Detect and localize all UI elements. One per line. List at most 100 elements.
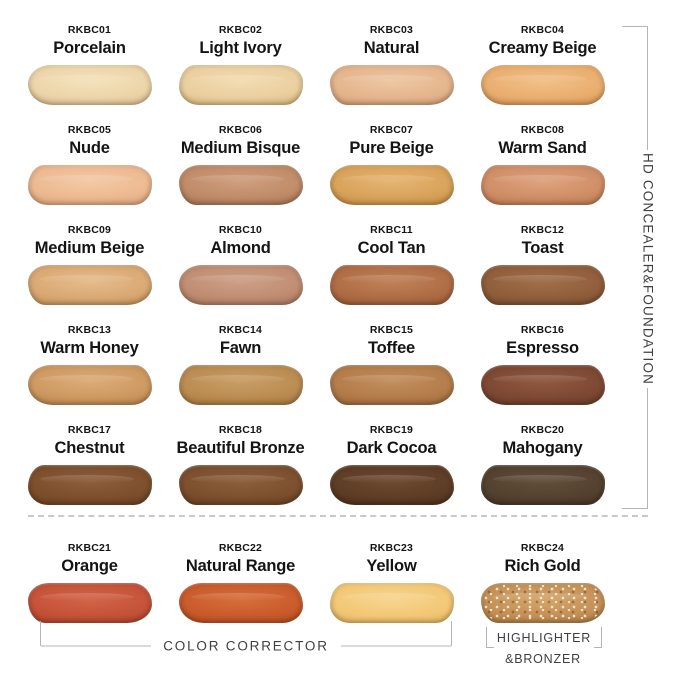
shade-cell: RKBC06 Medium Bisque: [165, 116, 316, 216]
shade-swatch: [480, 264, 605, 305]
shade-code: RKBC20: [520, 424, 565, 436]
group-label-highlighter: HIGHLIGHTER: [496, 630, 592, 645]
shade-name: Dark Cocoa: [346, 438, 437, 457]
shade-name: Creamy Beige: [488, 38, 597, 57]
shade-cell: RKBC11 Cool Tan: [316, 216, 467, 316]
shade-name: Mahogany: [502, 438, 583, 457]
shade-code: RKBC08: [520, 124, 565, 136]
shade-name: Yellow: [366, 556, 417, 575]
shade-code: RKBC23: [369, 542, 414, 554]
shade-code: RKBC18: [218, 424, 263, 436]
shade-swatch: [27, 364, 152, 405]
shade-swatch: [329, 464, 454, 505]
shade-cell: RKBC13 Warm Honey: [14, 316, 165, 416]
shade-name: Toast: [521, 238, 564, 257]
shade-code: RKBC15: [369, 324, 414, 336]
shade-code: RKBC22: [218, 542, 263, 554]
shade-name: Cool Tan: [357, 238, 426, 257]
right-bracket-top-tick: [622, 26, 648, 27]
shade-code: RKBC13: [67, 324, 112, 336]
group-label-color-corrector: COLOR CORRECTOR: [163, 638, 329, 654]
shade-code: RKBC17: [67, 424, 112, 436]
shade-swatch: [480, 582, 605, 623]
dashed-divider: [28, 515, 648, 517]
shade-swatch: [480, 464, 605, 505]
shade-cell: RKBC22 Natural Range: [165, 516, 316, 623]
shade-name: Orange: [61, 556, 118, 575]
shade-cell: RKBC03 Natural: [316, 16, 467, 116]
shade-name: Porcelain: [53, 38, 126, 57]
shade-name: Almond: [210, 238, 271, 257]
shade-name: Natural: [363, 38, 420, 57]
shade-swatch: [480, 164, 605, 205]
shade-code: RKBC03: [369, 24, 414, 36]
shade-cell: RKBC20 Mahogany: [467, 416, 618, 516]
shade-cell: RKBC01 Porcelain: [14, 16, 165, 116]
shade-code: RKBC06: [218, 124, 263, 136]
shade-swatch: [27, 164, 152, 205]
shade-code: RKBC05: [67, 124, 112, 136]
shade-name: Espresso: [506, 338, 579, 357]
group-label-concealer-foundation: HD CONCEALER&FOUNDATION: [640, 152, 656, 386]
shade-code: RKBC02: [218, 24, 263, 36]
shade-code: RKBC12: [520, 224, 565, 236]
shade-cell: RKBC04 Creamy Beige: [467, 16, 618, 116]
shade-cell: RKBC14 Fawn: [165, 316, 316, 416]
shade-code: RKBC04: [520, 24, 565, 36]
shade-name: Fawn: [219, 338, 262, 357]
shade-swatch: [329, 264, 454, 305]
shade-swatch: [27, 64, 152, 105]
shade-name: Medium Bisque: [180, 138, 301, 157]
shade-name: Chestnut: [54, 438, 125, 457]
shade-name: Pure Beige: [349, 138, 434, 157]
shade-cell: RKBC19 Dark Cocoa: [316, 416, 467, 516]
shade-cell: RKBC21 Orange: [14, 516, 165, 623]
shade-code: RKBC21: [67, 542, 112, 554]
shade-swatch: [329, 364, 454, 405]
shade-cell: RKBC23 Yellow: [316, 516, 467, 623]
shade-code: RKBC09: [67, 224, 112, 236]
shade-swatch: [329, 64, 454, 105]
shade-cell: RKBC05 Nude: [14, 116, 165, 216]
shade-cell: RKBC10 Almond: [165, 216, 316, 316]
shade-code: RKBC10: [218, 224, 263, 236]
right-bracket-bottom-tick: [622, 508, 648, 509]
shade-grid: RKBC01 Porcelain RKBC02 Light Ivory RKBC…: [14, 16, 618, 623]
color-corrector-bracket-line: COLOR CORRECTOR: [41, 638, 452, 654]
bracket-line-left: [41, 645, 152, 647]
shade-swatch: [178, 582, 303, 623]
shade-swatch: [480, 64, 605, 105]
shade-cell: RKBC17 Chestnut: [14, 416, 165, 516]
shade-swatch: [27, 464, 152, 505]
shade-name: Rich Gold: [504, 556, 581, 575]
shade-cell: RKBC08 Warm Sand: [467, 116, 618, 216]
shade-swatch: [480, 364, 605, 405]
shade-swatch: [178, 64, 303, 105]
shade-cell: RKBC12 Toast: [467, 216, 618, 316]
shade-code: RKBC19: [369, 424, 414, 436]
shade-swatch: [178, 264, 303, 305]
highlighter-bronzer-bracket: HIGHLIGHTER: [486, 627, 602, 648]
shade-code: RKBC24: [520, 542, 565, 554]
shade-code: RKBC14: [218, 324, 263, 336]
shade-name: Warm Honey: [40, 338, 139, 357]
bracket-line-right: [340, 645, 452, 647]
shade-swatch: [27, 582, 152, 623]
shade-swatch: [329, 582, 454, 623]
shade-swatch: [27, 264, 152, 305]
shade-cell: RKBC02 Light Ivory: [165, 16, 316, 116]
shade-code: RKBC07: [369, 124, 414, 136]
right-bracket-lower-line: [647, 388, 648, 508]
shade-name: Medium Beige: [34, 238, 145, 257]
shade-name: Toffee: [367, 338, 416, 357]
shade-name: Warm Sand: [498, 138, 587, 157]
shade-name: Beautiful Bronze: [176, 438, 305, 457]
color-corrector-bracket: COLOR CORRECTOR: [40, 621, 452, 654]
group-label-bronzer: &BRONZER: [505, 652, 581, 666]
shade-cell: RKBC18 Beautiful Bronze: [165, 416, 316, 516]
shade-swatch: [178, 164, 303, 205]
shade-code: RKBC11: [370, 224, 413, 236]
shade-code: RKBC01: [67, 24, 112, 36]
shade-name: Nude: [69, 138, 110, 157]
